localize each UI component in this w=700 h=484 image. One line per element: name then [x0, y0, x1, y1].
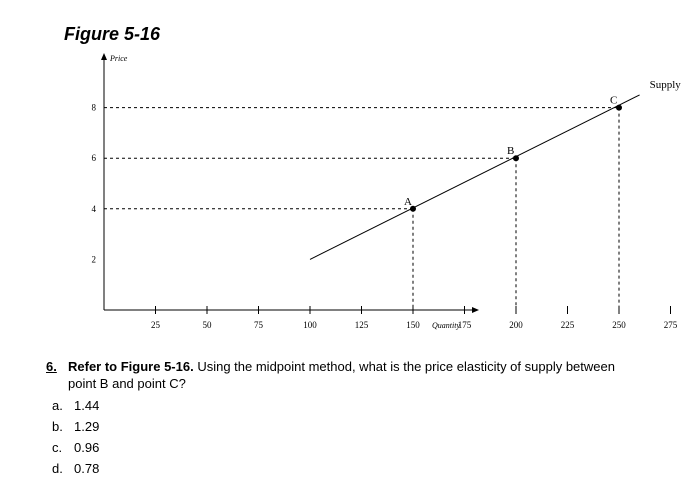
question-body-text: Using the midpoint method, what is the p…	[68, 359, 615, 391]
y-tick-label: 6	[92, 153, 97, 163]
x-tick-label: 175	[458, 320, 472, 330]
point-a	[410, 205, 416, 212]
x-tick-label: 125	[355, 320, 369, 330]
y-tick-label: 2	[92, 254, 97, 264]
option-letter: d.	[52, 461, 63, 476]
y-tick-label: 8	[92, 103, 97, 113]
y-axis-label: Price	[109, 54, 128, 63]
x-tick-label: 150	[406, 320, 420, 330]
answer-option-b[interactable]: b. 1.29	[52, 416, 646, 437]
x-tick-label: 275	[664, 320, 678, 330]
x-axis-label: Quantity	[432, 321, 460, 330]
option-text: 1.44	[74, 398, 100, 413]
question-number: 6.	[46, 359, 57, 374]
point-label-b: B	[507, 145, 514, 157]
option-text: 1.29	[74, 419, 100, 434]
answer-option-c[interactable]: c. 0.96	[52, 437, 646, 458]
y-tick-label: 4	[92, 204, 97, 214]
question-row: 6. Refer to Figure 5-16. Using the midpo…	[46, 358, 646, 392]
point-label-a: A	[404, 196, 412, 208]
x-tick-label: 250	[612, 320, 626, 330]
x-axis-arrow	[472, 307, 479, 313]
supply-chart: Price Quantity 25 50 75 100 125 150 175 200 225 250…	[92, 53, 682, 330]
option-text: 0.96	[74, 440, 100, 455]
x-tick-label: 25	[151, 320, 161, 330]
y-axis-arrow	[101, 53, 107, 60]
figure-title: Figure 5-16	[64, 24, 161, 44]
option-letter: c.	[52, 440, 63, 455]
x-tick-label: 75	[254, 320, 264, 330]
option-letter: a.	[52, 398, 63, 413]
answer-option-a[interactable]: a. 1.44	[52, 395, 646, 416]
answer-option-d[interactable]: d. 0.78	[52, 458, 646, 479]
question-block: 6. Refer to Figure 5-16. Using the midpo…	[46, 358, 646, 479]
option-letter: b.	[52, 419, 63, 434]
point-b	[513, 155, 519, 162]
option-text: 0.78	[74, 461, 100, 476]
x-tick-label: 100	[303, 320, 317, 330]
answer-options: a. 1.44 b. 1.29 c. 0.96 d. 0.78	[46, 395, 646, 479]
question-text: Refer to Figure 5-16. Using the midpoint…	[68, 358, 646, 392]
x-tick-label: 200	[509, 320, 523, 330]
x-tick-label: 225	[561, 320, 575, 330]
supply-curve-label: Supply	[650, 79, 682, 91]
question-bold-text: Refer to Figure 5-16.	[68, 359, 194, 374]
x-tick-label: 50	[203, 320, 213, 330]
supply-line	[309, 94, 640, 260]
point-c	[616, 104, 622, 111]
point-label-c: C	[610, 95, 617, 107]
